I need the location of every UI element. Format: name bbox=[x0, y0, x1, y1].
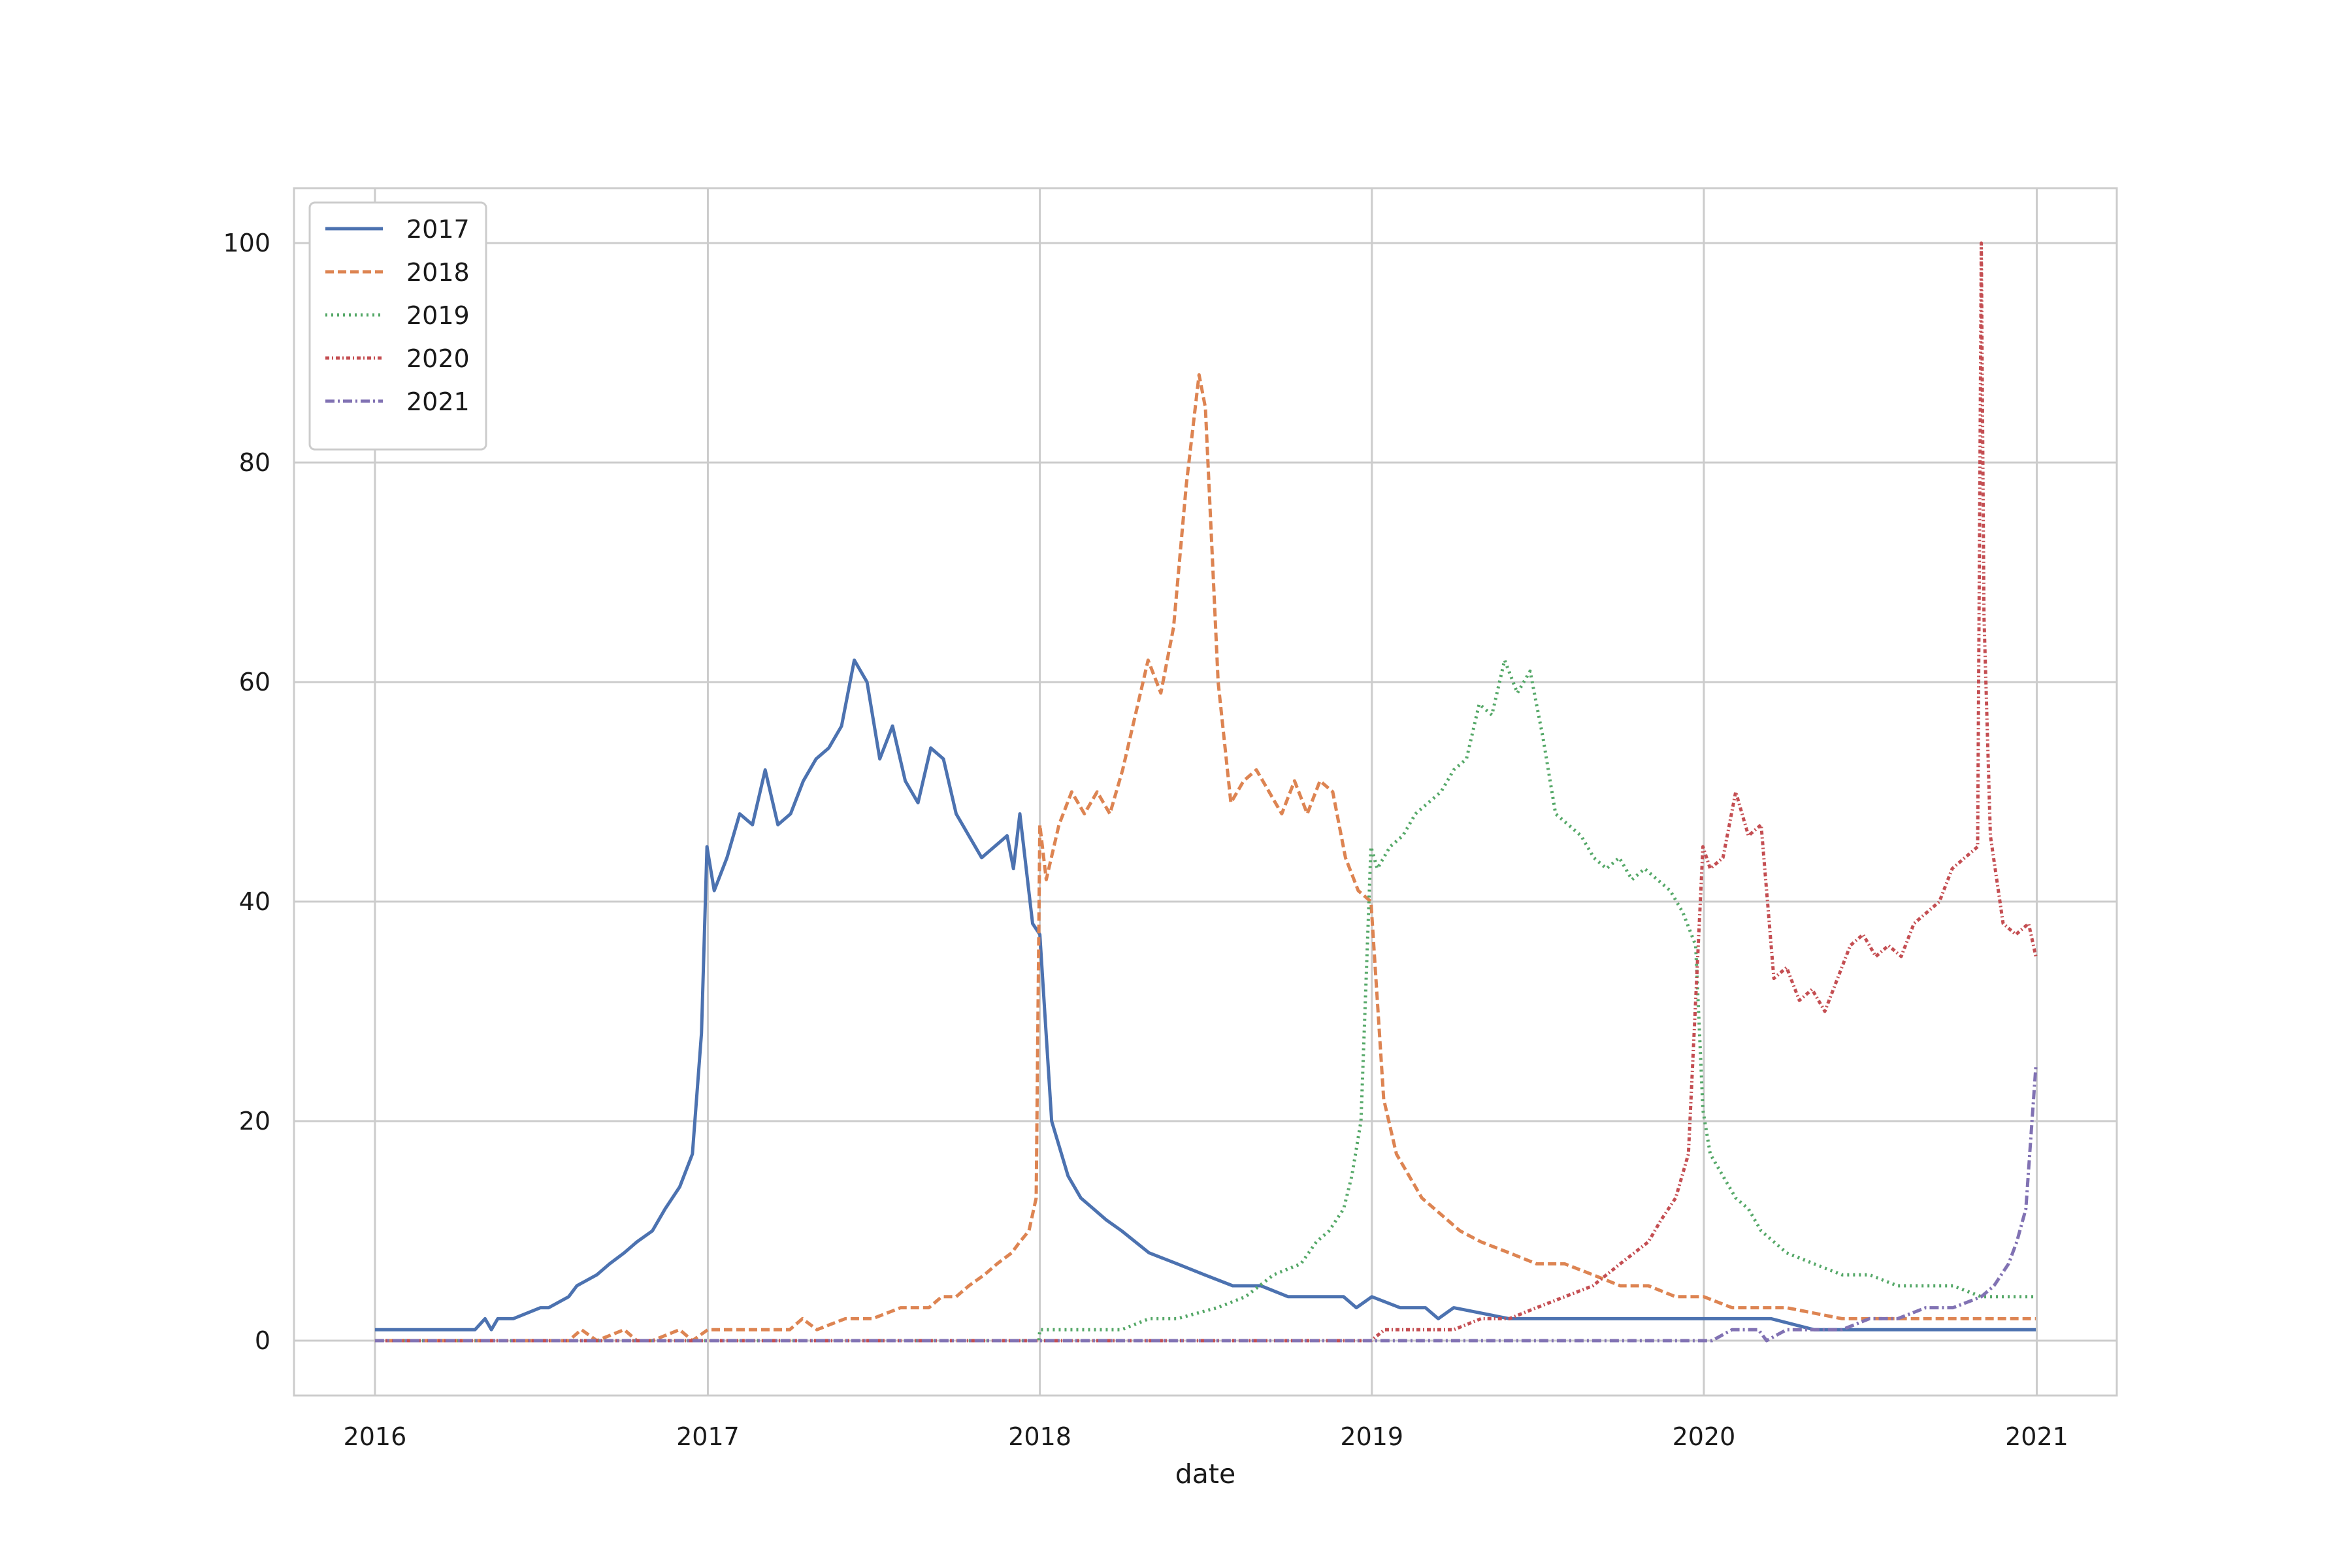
series-line-2017 bbox=[374, 658, 2036, 1331]
x-tick-label: 2019 bbox=[1340, 1422, 1403, 1451]
x-tick-label: 2016 bbox=[344, 1422, 407, 1451]
legend-label-2017: 2017 bbox=[406, 215, 470, 244]
legend-box bbox=[308, 201, 487, 451]
legend-label-2018: 2018 bbox=[406, 258, 470, 287]
legend-label-2019: 2019 bbox=[406, 301, 470, 330]
x-tick-label: 2017 bbox=[676, 1422, 740, 1451]
legend: 2017 2018 2019 2020 2021 bbox=[308, 201, 487, 451]
y-tick-label: 0 bbox=[255, 1326, 270, 1355]
plot-frame bbox=[293, 187, 2118, 1397]
series-line-2019 bbox=[374, 658, 2036, 1343]
plot-background bbox=[294, 188, 2117, 1396]
x-axis-label: date bbox=[1175, 1458, 1235, 1490]
grid bbox=[294, 188, 2117, 1396]
y-tick-label: 60 bbox=[239, 668, 270, 696]
y-tick-label: 20 bbox=[239, 1107, 270, 1135]
y-tick-label: 80 bbox=[239, 448, 270, 477]
x-tick-label: 2020 bbox=[1673, 1422, 1736, 1451]
x-tick-label: 2018 bbox=[1008, 1422, 1071, 1451]
legend-label-2021: 2021 bbox=[406, 387, 470, 416]
series-line-2018 bbox=[374, 373, 2036, 1343]
y-tick-label: 100 bbox=[223, 229, 270, 257]
legend-label-2020: 2020 bbox=[406, 344, 470, 373]
series-line-2021 bbox=[374, 1066, 2038, 1343]
series-layer bbox=[374, 241, 2038, 1343]
y-tick-label: 40 bbox=[239, 887, 270, 916]
tick-labels: 0 20 40 60 80 100 2016 2017 2018 2019 2020 2021 bbox=[223, 229, 2068, 1451]
x-tick-label: 2021 bbox=[2005, 1422, 2068, 1451]
